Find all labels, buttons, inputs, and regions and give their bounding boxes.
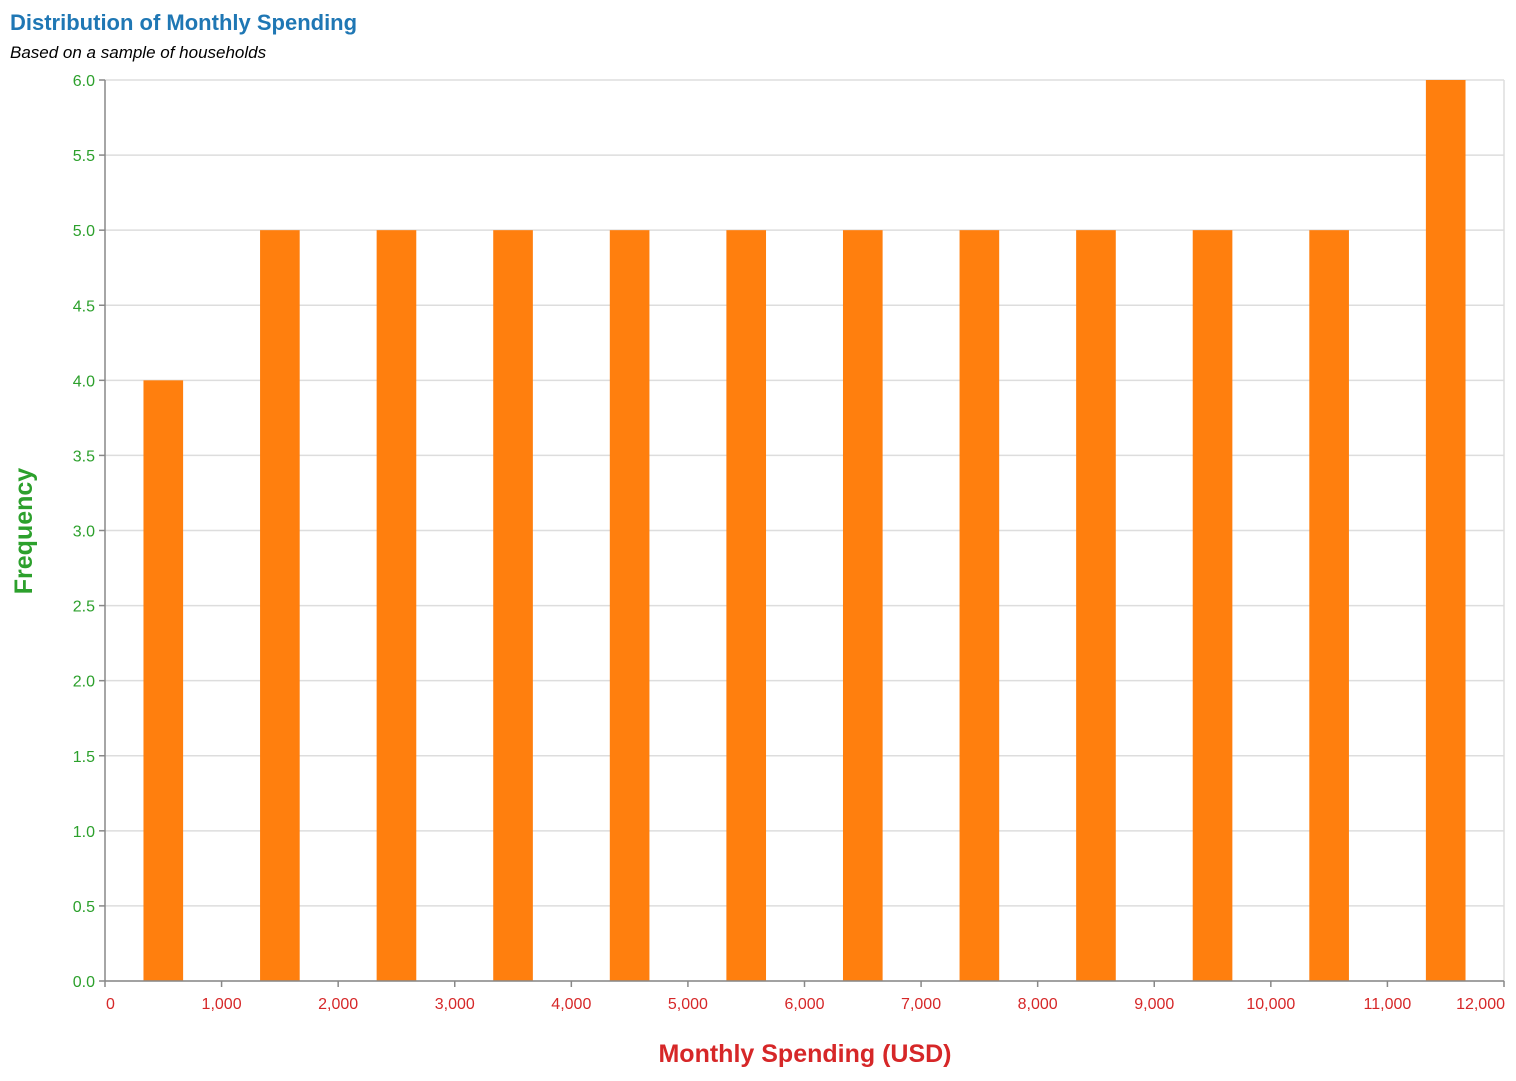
x-tick-label: 11,000 <box>1364 996 1412 1013</box>
histogram-bar <box>1192 230 1233 981</box>
y-tick-label: 0.5 <box>73 899 95 916</box>
x-tick-label: 5,000 <box>668 996 708 1013</box>
histogram-bar <box>1076 230 1116 981</box>
histogram-bar <box>842 230 883 981</box>
histogram-bar <box>609 230 650 981</box>
y-tick-label: 5.5 <box>73 148 95 165</box>
y-tick-label: 0.0 <box>73 974 95 991</box>
y-tick-label: 3.5 <box>73 448 95 465</box>
histogram-bar <box>376 230 417 981</box>
y-axis-title: Frequency <box>10 468 38 595</box>
x-tick-label: 6,000 <box>784 996 824 1013</box>
histogram-bar <box>260 230 300 981</box>
y-tick-label: 5.0 <box>73 223 95 240</box>
histogram-bar <box>1425 80 1466 981</box>
chart-subtitle: Based on a sample of households <box>10 43 267 62</box>
histogram-bar <box>726 230 767 981</box>
chart-title: Distribution of Monthly Spending <box>10 10 357 35</box>
x-tick-label: 0 <box>106 996 115 1013</box>
y-tick-label: 4.5 <box>73 298 95 315</box>
x-tick-label: 9,000 <box>1134 996 1174 1013</box>
x-tick-label: 1,000 <box>202 996 242 1013</box>
histogram-bars <box>143 80 1466 981</box>
histogram-bar <box>143 380 184 981</box>
histogram-bar <box>1309 230 1349 981</box>
y-tick-label: 3.0 <box>73 524 95 541</box>
y-tick-label: 4.0 <box>73 373 95 390</box>
x-tick-label: 7,000 <box>901 996 941 1013</box>
y-tick-label: 6.0 <box>73 73 95 90</box>
y-tick-label: 1.5 <box>73 749 95 766</box>
x-tick-label: 8,000 <box>1018 996 1058 1013</box>
histogram-bar <box>493 230 533 981</box>
grid-lines <box>105 79 1505 982</box>
x-tick-label: 4,000 <box>551 996 591 1013</box>
x-tick-label: 12,000 <box>1456 996 1505 1013</box>
axes: 0.0 0.5 1.0 1.5 2.0 2.5 3.0 3.5 4.0 4.5 5.0 5.5 6.0 0… <box>73 73 1505 1013</box>
x-tick-label: 10,000 <box>1246 996 1295 1013</box>
histogram-bar <box>959 230 1000 981</box>
y-tick-label: 2.0 <box>73 674 95 691</box>
x-tick-label: 2,000 <box>318 996 358 1013</box>
y-tick-label: 2.5 <box>73 599 95 616</box>
x-axis-title: Monthly Spending (USD) <box>658 1040 951 1068</box>
y-tick-label: 1.0 <box>73 824 95 841</box>
x-tick-label: 3,000 <box>435 996 475 1013</box>
